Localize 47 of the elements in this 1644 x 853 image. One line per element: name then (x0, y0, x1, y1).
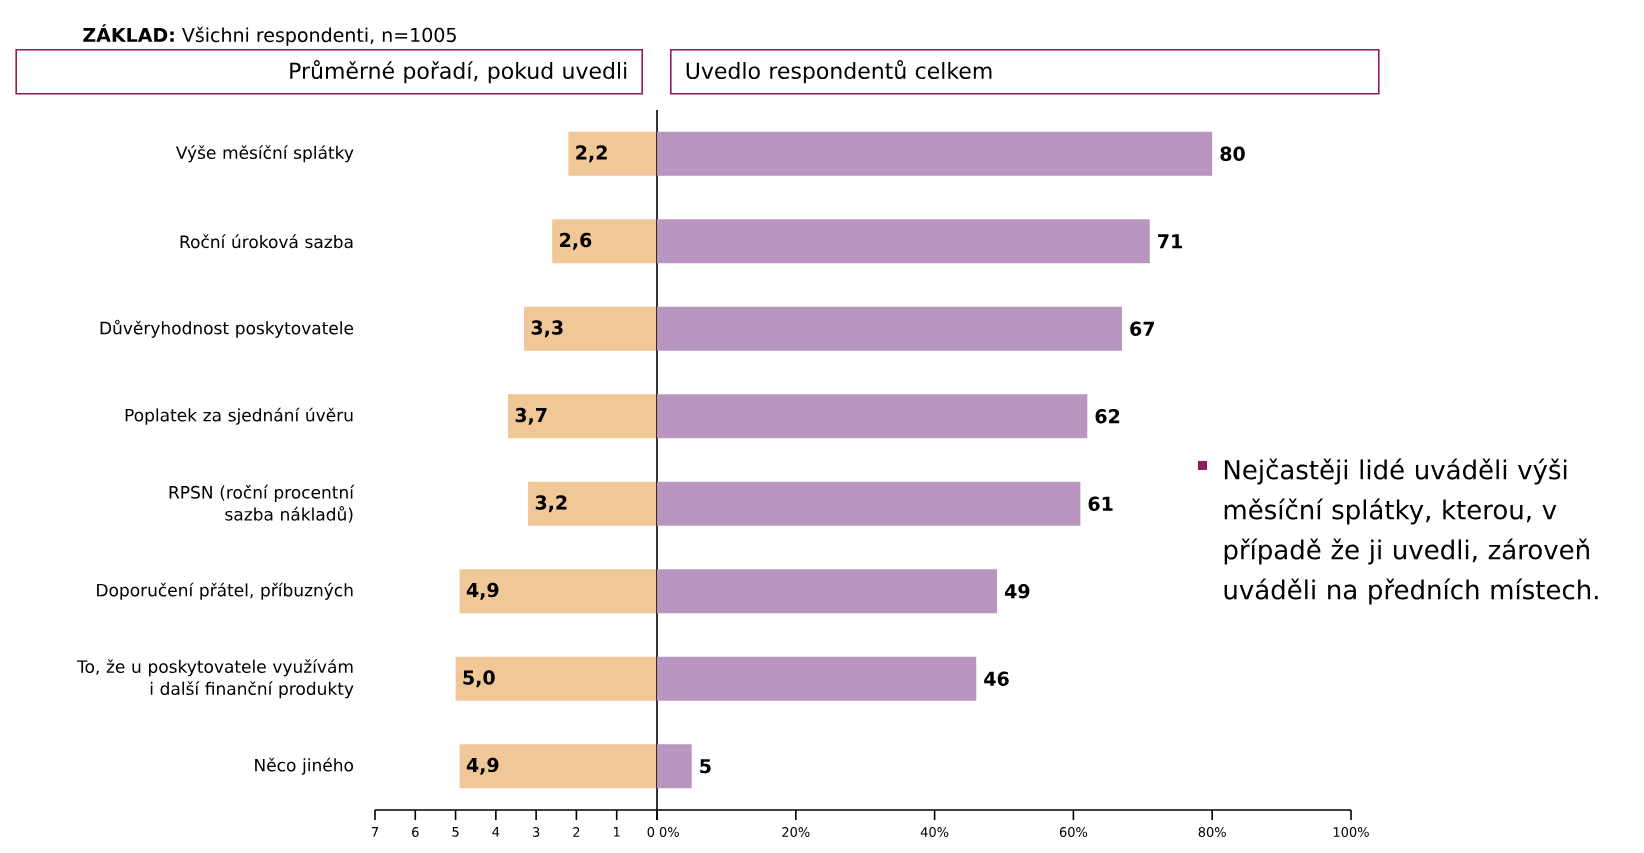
x-tick-label: 0% (659, 827, 679, 837)
x-tick-label: 3 (533, 827, 540, 837)
data-label: 5 (700, 759, 711, 774)
data-label: 46 (984, 671, 1009, 686)
data-label: 61 (1088, 496, 1113, 511)
data-label: 49 (1004, 584, 1030, 599)
annotation: Nejčastěji lidé uváděli výši měsíční splátky, kterou, v případě že ji uvedli, zároveň uváděli na předních místech. (1224, 458, 1598, 605)
x-tick-label: 40% (920, 827, 949, 837)
data-label: 80 (1220, 146, 1245, 161)
chart-title: Průměrné pořadí, pokud uvedli (290, 60, 627, 84)
data-label: 62 (1095, 409, 1120, 424)
x-tick-label: 4 (492, 827, 500, 837)
y-tick-label: Roční úroková sazba (180, 234, 353, 249)
x-tick-label: 6 (412, 827, 419, 837)
y-tick-label: Poplatek za sjednání úvěru (125, 407, 353, 425)
text: ZÁKLAD: Všichni respondenti, n=1005 (83, 24, 456, 46)
x-tick-label: 80% (1198, 827, 1226, 837)
data-label: 3,3 (531, 320, 563, 338)
x-tick-label: 100% (1333, 827, 1369, 837)
data-label: 71 (1158, 234, 1182, 249)
x-tick-label: 1 (613, 827, 620, 837)
data-label: 67 (1130, 321, 1154, 336)
y-tick-label: Doporučení přátel, příbuzných (97, 582, 353, 600)
bar (524, 306, 657, 351)
y-tick-label: Výše měsíční splátky (175, 145, 354, 163)
data-label: 3,7 (515, 407, 547, 425)
y-tick-label: RPSN (roční procentní sazba nákladů) (169, 484, 355, 523)
bar (528, 481, 657, 526)
x-tick-label: 60% (1059, 827, 1088, 837)
y-tick-label: Něco jiného (255, 757, 354, 775)
x-tick-label: 20% (782, 827, 810, 837)
data-label: 4,9 (466, 582, 499, 600)
y-tick-label: Důvěryhodnost poskytovatele (100, 319, 354, 338)
data-label: 2,6 (560, 232, 592, 250)
x-tick-label: 0 (647, 827, 655, 837)
data-label: 4,9 (466, 757, 499, 775)
bar (552, 219, 657, 264)
x-tick-label: 5 (452, 827, 459, 837)
x-tick-label: 2 (573, 827, 580, 837)
data-label: 2,2 (576, 145, 607, 163)
bar (568, 131, 657, 176)
bar (657, 744, 692, 789)
chart-title: Uvedlo respondentů celkem (686, 60, 992, 84)
y-tick-label: To, že u poskytovatele využívám i další finanční produkty (76, 659, 354, 699)
x-tick-label: 7 (371, 827, 379, 837)
data-label: 5,0 (463, 670, 495, 688)
data-label: 3,2 (535, 495, 567, 513)
